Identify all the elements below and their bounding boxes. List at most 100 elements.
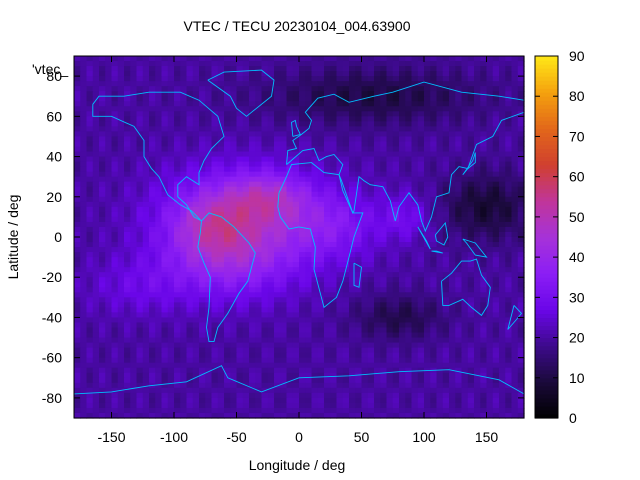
heatmap-cell (174, 242, 181, 248)
heatmap-cell (436, 367, 444, 374)
heatmap-cell (255, 86, 263, 92)
heatmap-cell (492, 226, 500, 233)
heatmap-cell (380, 81, 388, 87)
heatmap-cell (517, 181, 525, 188)
heatmap-cell (249, 76, 256, 82)
heatmap-cell (361, 61, 369, 67)
heatmap-cell (105, 332, 113, 339)
heatmap-cell (217, 387, 225, 394)
heatmap-cell (174, 161, 181, 168)
heatmap-cell (167, 382, 175, 389)
heatmap-cell (492, 191, 500, 198)
heatmap-cell (380, 242, 388, 248)
heatmap-cell (92, 312, 100, 319)
heatmap-cell (336, 216, 344, 223)
heatmap-cell (261, 362, 269, 369)
heatmap-cell (74, 357, 81, 364)
heatmap-cell (392, 257, 400, 263)
heatmap-cell (105, 206, 113, 213)
heatmap-cell (499, 161, 506, 168)
heatmap-cell (449, 201, 456, 208)
heatmap-cell (99, 387, 106, 394)
heatmap-cell (399, 156, 406, 163)
heatmap-cell (305, 347, 313, 354)
heatmap-cell (449, 327, 456, 334)
heatmap-cell (411, 337, 419, 344)
heatmap-cell (92, 116, 100, 122)
heatmap-cell (274, 322, 281, 329)
heatmap-cell (299, 171, 306, 178)
heatmap-cell (336, 106, 344, 112)
heatmap-cell (380, 377, 388, 384)
heatmap-cell (255, 382, 263, 389)
heatmap-cell (155, 161, 163, 168)
heatmap-cell (492, 267, 500, 273)
heatmap-cell (286, 66, 294, 72)
heatmap-cell (486, 196, 494, 203)
heatmap-cell (142, 322, 150, 329)
heatmap-cell (186, 362, 194, 369)
heatmap-cell (305, 166, 313, 173)
heatmap-cell (511, 221, 519, 228)
heatmap-cell (336, 277, 344, 283)
heatmap-cell (386, 61, 394, 67)
heatmap-cell (199, 292, 206, 298)
heatmap-cell (80, 342, 88, 349)
heatmap-cell (186, 71, 194, 77)
heatmap-cell (261, 342, 269, 349)
heatmap-cell (80, 382, 88, 389)
heatmap-cell (467, 372, 475, 379)
heatmap-cell (205, 267, 213, 273)
heatmap-cell (192, 61, 200, 67)
heatmap-cell (280, 171, 288, 178)
heatmap-cell (205, 161, 213, 168)
heatmap-cell (242, 101, 250, 107)
heatmap-cell (205, 121, 213, 127)
heatmap-cell (461, 131, 469, 138)
heatmap-cell (436, 106, 444, 112)
heatmap-cell (374, 81, 381, 87)
heatmap-cell (74, 247, 81, 253)
heatmap-cell (286, 282, 294, 288)
heatmap-cell (405, 247, 413, 253)
heatmap-cell (430, 166, 438, 173)
heatmap-cell (105, 277, 113, 283)
heatmap-cell (217, 96, 225, 102)
heatmap-cell (355, 302, 363, 308)
heatmap-cell (392, 106, 400, 112)
heatmap-cell (230, 277, 238, 283)
heatmap-cell (392, 181, 400, 188)
heatmap-cell (130, 161, 138, 168)
heatmap-cell (261, 111, 269, 117)
heatmap-cell (105, 196, 113, 203)
heatmap-cell (505, 136, 513, 143)
heatmap-cell (455, 146, 463, 153)
heatmap-cell (224, 76, 231, 82)
heatmap-cell (499, 76, 506, 82)
heatmap-cell (486, 151, 494, 158)
heatmap-cell (130, 111, 138, 117)
heatmap-cell (230, 151, 238, 158)
heatmap-cell (192, 176, 200, 183)
heatmap-cell (367, 262, 375, 268)
heatmap-cell (455, 216, 463, 223)
heatmap-cell (80, 372, 88, 379)
heatmap-cell (305, 121, 313, 127)
heatmap-cell (455, 397, 463, 404)
heatmap-cell (174, 156, 181, 163)
heatmap-cell (199, 272, 206, 278)
heatmap-cell (492, 237, 500, 243)
heatmap-cell (430, 287, 438, 293)
heatmap-cell (486, 166, 494, 173)
heatmap-cell (324, 106, 331, 112)
heatmap-cell (192, 402, 200, 409)
heatmap-cell (386, 211, 394, 218)
heatmap-cell (461, 181, 469, 188)
heatmap-cell (117, 307, 125, 314)
heatmap-cell (380, 126, 388, 133)
heatmap-cell (186, 126, 194, 133)
heatmap-cell (205, 76, 213, 82)
heatmap-cell (174, 136, 181, 143)
heatmap-cell (230, 252, 238, 258)
heatmap-cell (192, 111, 200, 117)
